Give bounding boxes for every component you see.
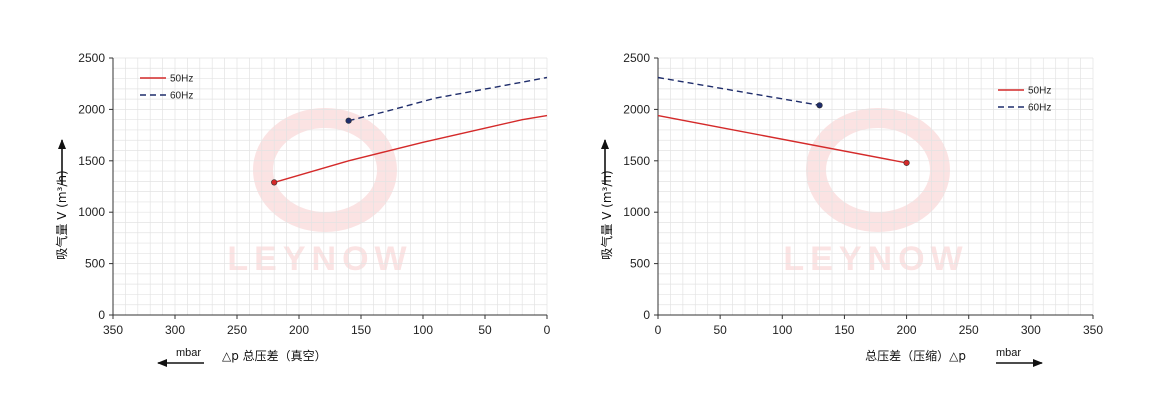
legend-label-50hz: 50Hz [170, 74, 193, 85]
y-tick-label: 0 [98, 308, 105, 322]
series-endpoint-60hz [816, 102, 823, 109]
x-tick-label: 350 [103, 323, 123, 337]
series-line-60hz [657, 76, 820, 106]
y-tick-label: 1500 [623, 154, 650, 168]
legend-label-50hz: 50Hz [1028, 86, 1051, 97]
watermark-text: LEYNOW [783, 240, 968, 278]
x-axis-unit: mbar [176, 347, 201, 359]
series-endpoint-50hz [903, 159, 910, 166]
x-tick-label: 150 [834, 323, 854, 337]
x-axis-title: 总压差（压缩）△p [865, 348, 966, 363]
grid [657, 57, 1094, 316]
x-tick-label: 300 [165, 323, 185, 337]
y-axis-title: 吸气量 V (m³/h) [599, 170, 614, 259]
x-tick-label: 0 [544, 323, 551, 337]
y-tick-label: 1500 [78, 154, 105, 168]
x-tick-label: 350 [1083, 323, 1103, 337]
x-tick-label: 250 [959, 323, 979, 337]
x-axis-title: △p 总压差（真空） [222, 349, 327, 363]
y-axis-title: 吸气量 V (m³/h) [54, 170, 69, 259]
watermark-text: LEYNOW [227, 240, 412, 278]
legend-label-60hz: 60Hz [170, 91, 193, 102]
x-axis-unit: mbar [996, 347, 1021, 359]
chart-2: LEYNOW 0 50 100 150 200 250 300 350 0 500 1000 1500 2… [599, 51, 1103, 367]
x-tick-label: 200 [289, 323, 309, 337]
x-tick-label: 150 [351, 323, 371, 337]
series-line-50hz [274, 114, 548, 184]
watermark-logo: LEYNOW [227, 108, 412, 278]
y-tick-label: 1000 [78, 205, 105, 219]
x-tick-label: 300 [1021, 323, 1041, 337]
x-tick-label: 0 [655, 323, 662, 337]
x-tick-label: 50 [713, 323, 727, 337]
y-tick-label: 2500 [623, 51, 650, 65]
y-tick-label: 0 [643, 308, 650, 322]
series-line-60hz [348, 76, 548, 122]
y-tick-label: 500 [85, 257, 105, 271]
y-tick-label: 2000 [623, 102, 650, 116]
x-tick-label: 200 [897, 323, 917, 337]
series-endpoint-50hz [271, 179, 278, 186]
series-line-50hz [657, 114, 907, 164]
watermark-ring [253, 108, 397, 232]
grid [112, 57, 548, 316]
y-tick-label: 500 [630, 257, 650, 271]
y-tick-label: 2000 [78, 102, 105, 116]
legend-label-60hz: 60Hz [1028, 103, 1051, 114]
watermark-logo: LEYNOW [783, 108, 968, 278]
watermark-ring [806, 108, 950, 232]
x-tick-label: 100 [413, 323, 433, 337]
y-tick-label: 2500 [78, 51, 105, 65]
x-tick-label: 250 [227, 323, 247, 337]
y-tick-label: 1000 [623, 205, 650, 219]
series-endpoint-60hz [345, 117, 352, 124]
x-tick-label: 100 [772, 323, 792, 337]
x-tick-label: 50 [478, 323, 492, 337]
